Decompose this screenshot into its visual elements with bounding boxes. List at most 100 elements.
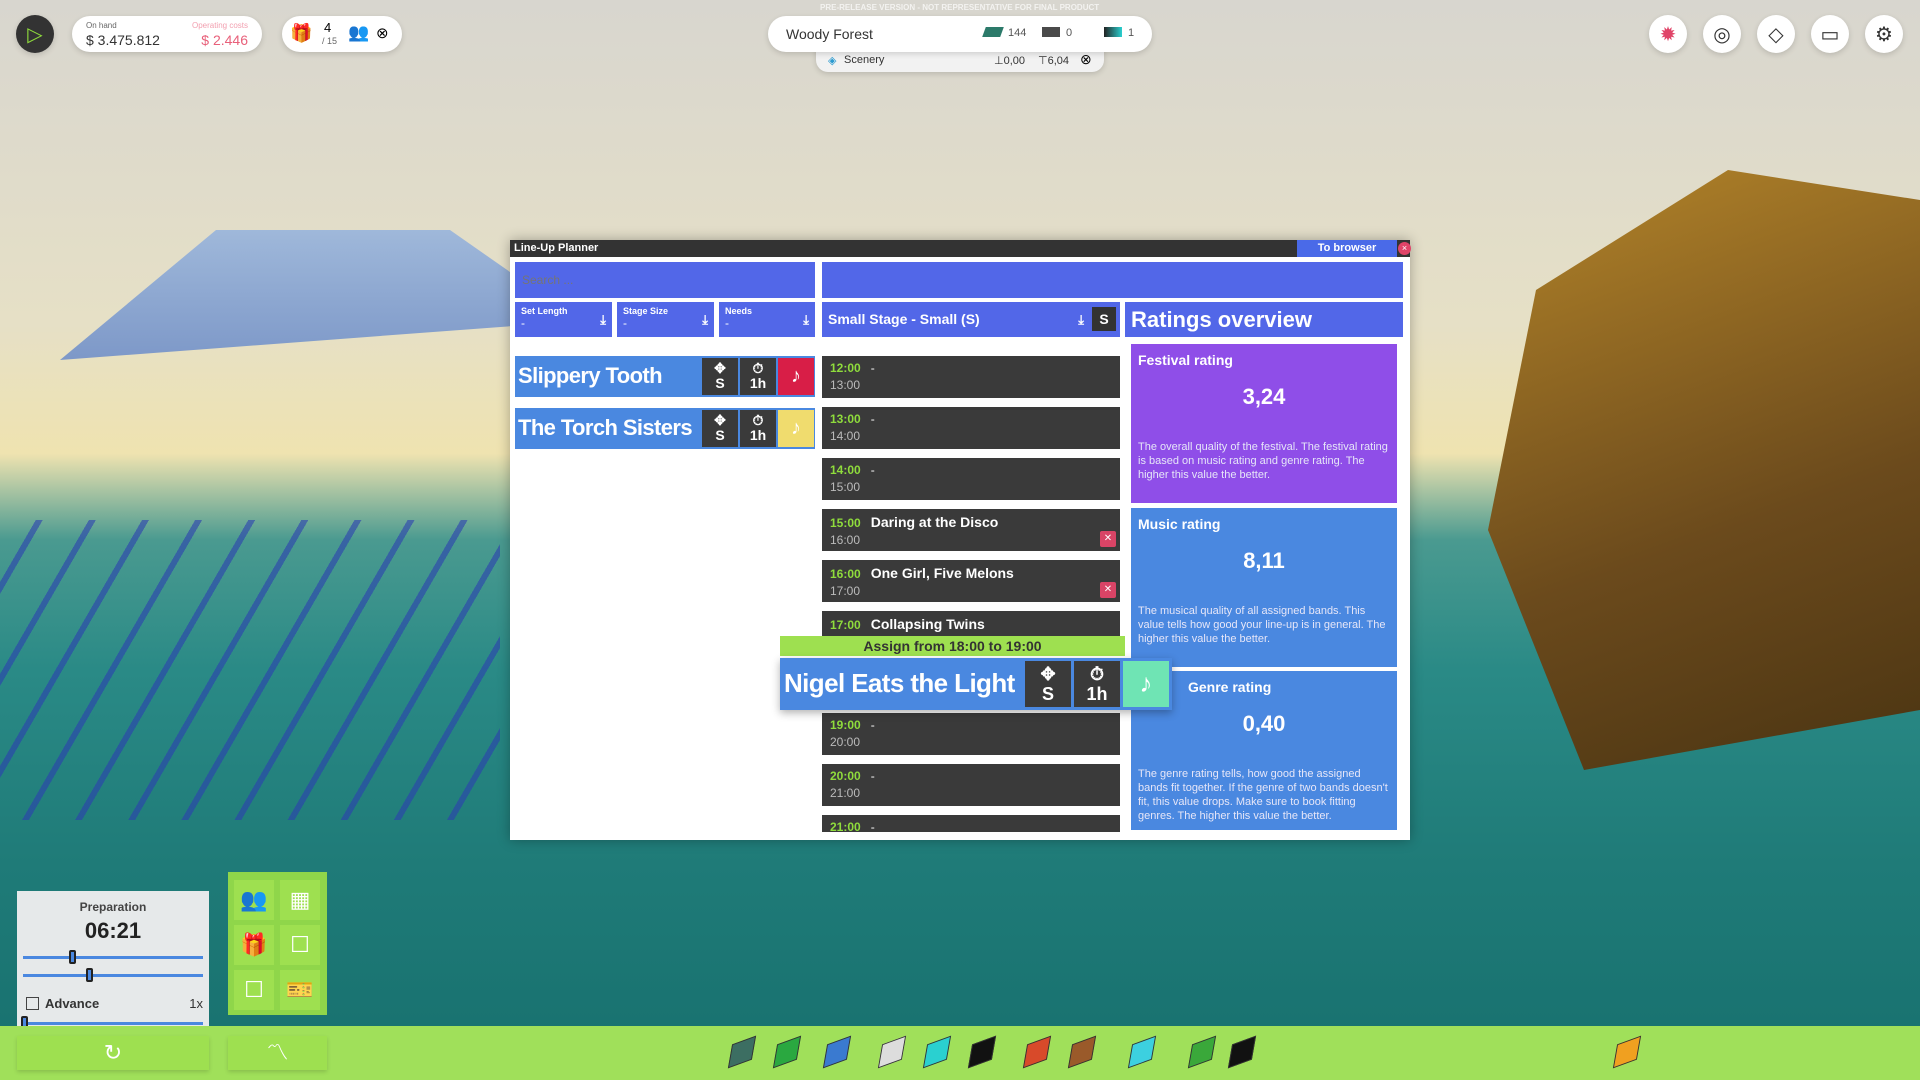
filter-value: - <box>521 316 525 330</box>
layer-name: Scenery <box>844 54 885 66</box>
scene-floor <box>0 520 500 820</box>
set-length-badge: ⏱ 1h <box>1074 661 1120 707</box>
timeslot[interactable]: 13:00-14:00 <box>822 407 1120 449</box>
sort-icon: ⤓ <box>600 312 606 327</box>
rating-value: 3,24 <box>1242 384 1286 409</box>
stage-selector[interactable]: Small Stage - Small (S) ⤓ S <box>822 302 1120 337</box>
festival-rating-card: Festival rating 3,24 The overall quality o… <box>1131 344 1397 503</box>
sort-icon: ⤓ <box>702 312 708 327</box>
rating-description: The overall quality of the festival. The… <box>1138 441 1388 481</box>
advance-checkbox[interactable] <box>26 997 39 1010</box>
slot-band: - <box>870 820 875 834</box>
assign-hint: Assign from 18:00 to 19:00 <box>780 636 1125 656</box>
slot-end: 15:00 <box>830 480 861 494</box>
gift-icon[interactable]: 🎁 <box>234 925 274 965</box>
band-item[interactable]: The Torch Sisters ✥ S ⏱ 1h ♪ <box>515 408 815 449</box>
time-slider[interactable] <box>23 968 203 982</box>
slot-band: Daring at the Disco <box>870 514 999 530</box>
timeslot[interactable]: 14:00-15:00 <box>822 458 1120 500</box>
slot-end: 14:00 <box>830 429 861 443</box>
time-reset-button[interactable]: ↻ <box>17 1036 209 1070</box>
slot-end: 21:00 <box>830 786 861 800</box>
remove-band-button[interactable]: ✕ <box>1100 582 1116 598</box>
play-button[interactable]: ▷ <box>16 15 54 53</box>
time-slider[interactable] <box>23 950 203 964</box>
filter-needs[interactable]: Needs - ⤓ <box>719 302 815 337</box>
object-icon <box>1104 27 1122 37</box>
slot-band: - <box>870 769 875 783</box>
location-name: Woody Forest <box>786 26 873 42</box>
timeslot[interactable]: 16:00 One Girl, Five Melons 17:00 ✕ <box>822 560 1120 602</box>
remove-band-button[interactable]: ✕ <box>1100 531 1116 547</box>
rating-value: 8,11 <box>1243 548 1285 573</box>
filter-stage-size[interactable]: Stage Size - ⤓ <box>617 302 714 337</box>
trend-button[interactable]: 〽 <box>228 1036 327 1070</box>
timeslot[interactable]: 21:00- <box>822 815 1120 834</box>
camera-icon[interactable]: ▭ <box>1811 15 1849 53</box>
rating-description: The musical quality of all assigned band… <box>1138 605 1386 645</box>
radar-icon[interactable]: ◎ <box>1703 15 1741 53</box>
layers-icon: ◈ <box>828 55 837 67</box>
resource-count: 144 <box>1008 27 1027 39</box>
timeslot[interactable]: 17:00 Collapsing Twins <box>822 611 1120 636</box>
timeslot[interactable]: 15:00 Daring at the Disco 16:00 ✕ <box>822 509 1120 551</box>
on-hand-value: $ 3.475.812 <box>86 32 160 48</box>
timeslot[interactable]: 12:00-13:00 <box>822 356 1120 398</box>
slot-end: 17:00 <box>830 584 861 598</box>
locked-slot-icon[interactable]: ☐ <box>234 970 274 1010</box>
scene-structure <box>1488 170 1920 770</box>
to-browser-button[interactable]: To browser <box>1297 240 1397 257</box>
slot-start: 15:00 <box>830 516 861 530</box>
stage-size-badge: S <box>1092 307 1116 331</box>
search-input[interactable] <box>515 262 815 298</box>
music-note-icon: ♪ <box>778 358 814 395</box>
bug-icon[interactable]: ✹ <box>1649 15 1687 53</box>
location-panel: Woody Forest 144 0 1 <box>768 16 1152 52</box>
phase-label: Preparation <box>79 900 147 914</box>
calendar-icon[interactable]: ▦ <box>280 880 320 920</box>
set-length-badge: ⏱ 1h <box>740 410 776 447</box>
layers-icon[interactable]: ◇ <box>1757 15 1795 53</box>
ticket-icon: 🎁 <box>290 23 313 43</box>
band-name: The Torch Sisters <box>518 415 693 440</box>
close-icon[interactable]: × <box>1398 242 1411 255</box>
timeslot[interactable]: 19:00-20:00 <box>822 713 1120 755</box>
op-costs-label: Operating costs <box>191 21 248 30</box>
slot-start: 13:00 <box>830 412 861 426</box>
management-grid: 👥 ▦ 🎁 ☐ ☐ 🎫 <box>228 872 327 1015</box>
bands-panel[interactable]: 🎁 4 / 15 👥 ⊗ <box>282 16 402 52</box>
slot-start: 21:00 <box>830 820 861 834</box>
slot-band: - <box>870 361 875 375</box>
stage-size-badge: ✥ S <box>1025 661 1071 707</box>
band-item[interactable]: Slippery Tooth ✥ S ⏱ 1h ♪ <box>515 356 815 397</box>
time-panel: Preparation 06:21 Advance 1x <box>17 891 209 1036</box>
slot-end: 20:00 <box>830 735 861 749</box>
timeslot[interactable]: 20:00-21:00 <box>822 764 1120 806</box>
rating-title: Music rating <box>1138 516 1221 532</box>
close-icon[interactable]: ⊗ <box>1080 51 1092 67</box>
locked-slot-icon[interactable]: ☐ <box>280 925 320 965</box>
lineup-planner-window: Line-Up Planner To browser × Set Length-… <box>510 240 1411 840</box>
gear-icon[interactable]: ⚙ <box>1865 15 1903 53</box>
stage-size-badge: ✥ S <box>702 410 738 447</box>
advance-label: Advance <box>45 996 100 1011</box>
scene-tent <box>60 230 580 360</box>
slot-band: One Girl, Five Melons <box>870 565 1014 581</box>
ticket-icon[interactable]: 🎫 <box>280 970 320 1010</box>
slot-band: Collapsing Twins <box>870 616 985 632</box>
filter-label: Stage Size <box>623 306 669 316</box>
users-icon[interactable]: 👥 <box>348 23 370 42</box>
dragged-band[interactable]: Nigel Eats the Light ✥ S ⏱ 1h ♪ <box>780 658 1172 710</box>
clock: 06:21 <box>84 918 142 943</box>
slot-band: - <box>870 412 875 426</box>
music-note-icon: ♪ <box>1123 661 1169 707</box>
resource-count: 1 <box>1128 27 1135 39</box>
close-icon[interactable]: ⊗ <box>376 25 389 42</box>
slot-start: 17:00 <box>830 618 861 632</box>
speed-slider[interactable] <box>21 1016 203 1030</box>
op-costs-value: $ 2.446 <box>201 32 248 48</box>
rating-value: 0,40 <box>1242 711 1286 736</box>
slot-start: 12:00 <box>830 361 861 375</box>
staff-icon[interactable]: 👥 <box>234 880 274 920</box>
filter-set-length[interactable]: Set Length - ⤓ <box>515 302 612 337</box>
